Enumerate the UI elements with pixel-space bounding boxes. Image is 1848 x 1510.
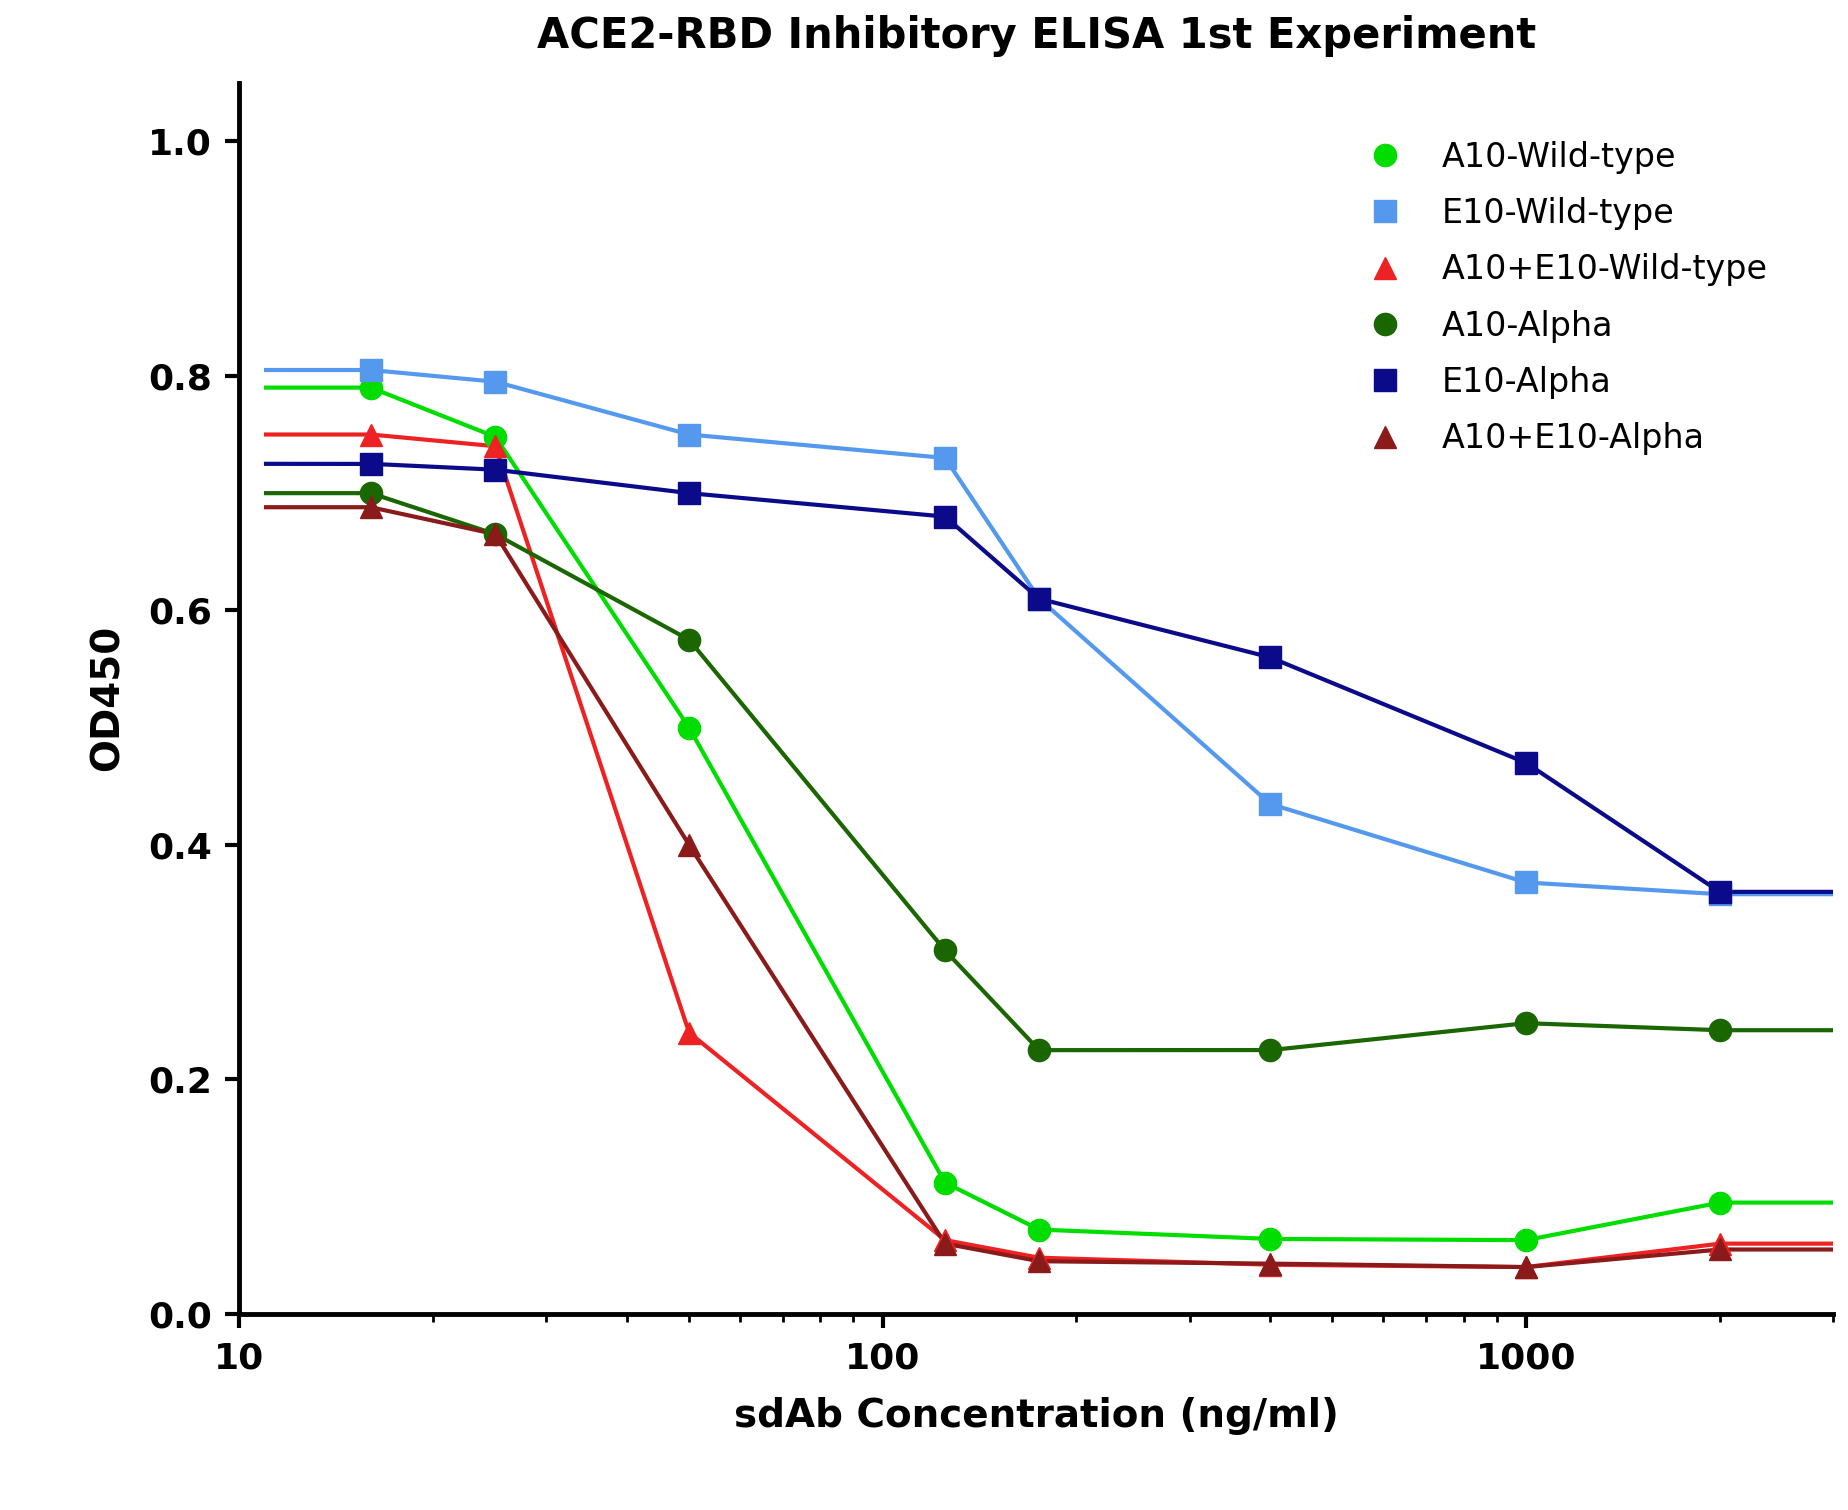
E10-Wild-type (1258, 794, 1281, 812)
A10-Wild-type (1027, 1220, 1050, 1238)
E10-Wild-type (1515, 873, 1538, 891)
A10+E10-Alpha (1027, 1252, 1050, 1270)
A10-Alpha (360, 485, 383, 503)
A10+E10-Wild-type (678, 1024, 700, 1042)
E10-Alpha (1709, 883, 1732, 901)
A10-Wild-type (360, 379, 383, 397)
E10-Wild-type (360, 361, 383, 379)
A10-Alpha (1709, 1021, 1732, 1039)
E10-Wild-type (678, 426, 700, 444)
A10-Alpha (678, 631, 700, 649)
E10-Wild-type (1027, 589, 1050, 607)
A10-Alpha (1258, 1040, 1281, 1059)
A10+E10-Alpha (1515, 1258, 1538, 1276)
A10+E10-Alpha (1709, 1240, 1732, 1258)
A10+E10-Alpha (933, 1235, 955, 1253)
A10-Alpha (1515, 1015, 1538, 1033)
Line: E10-Alpha: E10-Alpha (360, 453, 1732, 903)
E10-Alpha (678, 485, 700, 503)
A10-Alpha (484, 525, 506, 544)
A10-Wild-type (1515, 1231, 1538, 1249)
E10-Wild-type (484, 373, 506, 391)
A10+E10-Wild-type (1258, 1256, 1281, 1274)
A10+E10-Wild-type (933, 1231, 955, 1249)
A10+E10-Alpha (1258, 1255, 1281, 1273)
X-axis label: sdAb Concentration (ng/ml): sdAb Concentration (ng/ml) (734, 1397, 1338, 1434)
A10-Wild-type (678, 719, 700, 737)
A10+E10-Alpha (678, 837, 700, 855)
A10-Alpha (1027, 1040, 1050, 1059)
E10-Alpha (484, 461, 506, 479)
A10+E10-Wild-type (1027, 1249, 1050, 1267)
A10+E10-Alpha (360, 498, 383, 516)
Line: A10-Wild-type: A10-Wild-type (360, 376, 1732, 1252)
A10+E10-Wild-type (484, 438, 506, 456)
A10-Wild-type (1258, 1229, 1281, 1247)
A10-Wild-type (1709, 1193, 1732, 1211)
Title: ACE2-RBD Inhibitory ELISA 1st Experiment: ACE2-RBD Inhibitory ELISA 1st Experiment (536, 15, 1536, 57)
A10+E10-Wild-type (1709, 1235, 1732, 1253)
A10-Wild-type (484, 427, 506, 445)
Line: E10-Wild-type: E10-Wild-type (360, 359, 1732, 906)
E10-Alpha (1258, 648, 1281, 666)
A10-Wild-type (933, 1173, 955, 1191)
Line: A10+E10-Alpha: A10+E10-Alpha (360, 497, 1732, 1277)
E10-Wild-type (933, 448, 955, 467)
Y-axis label: OD450: OD450 (89, 625, 128, 772)
E10-Alpha (933, 507, 955, 525)
A10-Alpha (933, 941, 955, 959)
E10-Alpha (1515, 753, 1538, 772)
A10+E10-Wild-type (1515, 1258, 1538, 1276)
A10+E10-Wild-type (360, 426, 383, 444)
Line: A10+E10-Wild-type: A10+E10-Wild-type (360, 423, 1732, 1277)
E10-Alpha (360, 455, 383, 473)
Line: A10-Alpha: A10-Alpha (360, 482, 1732, 1062)
E10-Wild-type (1709, 885, 1732, 903)
A10+E10-Alpha (484, 525, 506, 544)
E10-Alpha (1027, 589, 1050, 607)
Legend: A10-Wild-type, E10-Wild-type, A10+E10-Wild-type, A10-Alpha, E10-Alpha, A10+E10-A: A10-Wild-type, E10-Wild-type, A10+E10-Wi… (1338, 124, 1785, 473)
